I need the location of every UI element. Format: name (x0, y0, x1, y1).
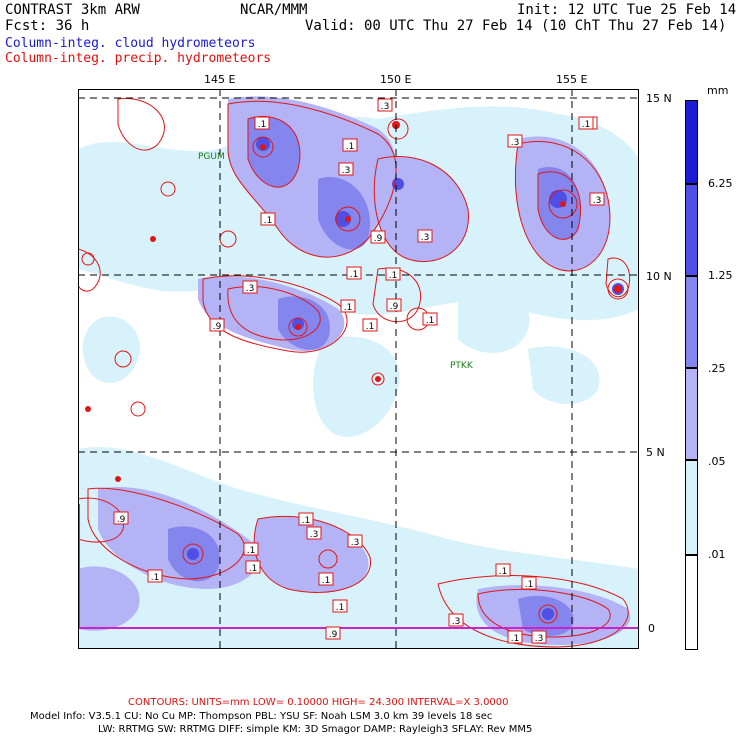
svg-text:.1: .1 (249, 564, 258, 574)
svg-text:.3: .3 (351, 538, 360, 548)
lat-label-0: 0 (648, 622, 655, 635)
lon-label-150: 150 E (380, 73, 412, 86)
forecast-hour: Fcst: 36 h (5, 18, 90, 34)
contour-label-1: .1 (254, 116, 270, 130)
contour-label-19: .1 (298, 512, 314, 526)
svg-text:.1: .1 (344, 303, 353, 313)
svg-text:.1: .1 (336, 603, 345, 613)
svg-text:.1: .1 (582, 120, 591, 130)
contour-label-26: .1 (332, 599, 348, 613)
model-info-physics: LW: RRTMG SW: RRTMG DIFF: simple KM: 3D … (98, 724, 533, 735)
svg-text:.9: .9 (117, 515, 126, 525)
colorbar-swatch-3 (685, 368, 698, 460)
contour-label-12: .9 (209, 318, 225, 332)
contour-info: CONTOURS: UNITS=mm LOW= 0.10000 HIGH= 24… (128, 697, 509, 708)
init-time: Init: 12 UTC Tue 25 Feb 14 (517, 2, 737, 18)
contour-label-28: .1 (521, 576, 537, 590)
colorbar-swatch-1 (685, 184, 698, 276)
contour-label-16: .1 (362, 318, 378, 332)
colorbar-swatch-5 (685, 555, 698, 650)
lat-label-15n: 15 N (646, 92, 672, 105)
colorbar-level-0-25: .25 (708, 362, 726, 375)
svg-text:.3: .3 (535, 634, 544, 644)
contour-label-30: .1 (507, 630, 523, 644)
contour-label-33: .1 (578, 116, 594, 130)
svg-text:.1: .1 (499, 567, 508, 577)
contour-label-11: .3 (242, 280, 258, 294)
svg-text:.3: .3 (511, 138, 520, 148)
place-pgum: PGUM (198, 152, 225, 162)
svg-text:.3: .3 (342, 166, 351, 176)
lon-label-155: 155 E (556, 73, 588, 86)
center-name: NCAR/MMM (240, 2, 308, 18)
colorbar-swatch-0 (685, 100, 698, 184)
colorbar-swatch-2 (685, 276, 698, 368)
contour-label-21: .3 (306, 526, 322, 540)
valid-time: Valid: 00 UTC Thu 27 Feb 14 (10 ChT Thu … (305, 18, 727, 34)
contour-label-15: .1 (340, 299, 356, 313)
svg-text:.1: .1 (511, 634, 520, 644)
colorbar-level-6-25: 6.25 (708, 177, 733, 190)
forecast-map: .3 .1 .1 .3 .1 .3 .9 .3 .1 .3 .1 .3 .9 .9 .1 .1 .1 .1 .9 .1… (78, 89, 639, 649)
field-precip-label: Column-integ. precip. hydrometeors (5, 51, 272, 66)
svg-text:.1: .1 (389, 271, 398, 281)
svg-text:.3: .3 (452, 617, 461, 627)
svg-text:.9: .9 (390, 302, 399, 312)
lat-label-5n: 5 N (646, 446, 665, 459)
svg-text:.9: .9 (374, 234, 383, 244)
svg-text:.1: .1 (302, 516, 311, 526)
contour-label-32: .9 (325, 626, 341, 640)
contour-label-31: .3 (531, 630, 547, 644)
contour-label-7: .3 (417, 229, 433, 243)
svg-text:.9: .9 (329, 630, 338, 640)
contour-label-17: .1 (422, 312, 438, 326)
colorbar-unit: mm (707, 84, 729, 97)
contour-label-27: .1 (495, 563, 511, 577)
place-ptkk: PTKK (450, 361, 473, 371)
model-title: CONTRAST 3km ARW (5, 2, 140, 18)
contour-label-20: .1 (243, 542, 259, 556)
svg-text:.3: .3 (246, 284, 255, 294)
contour-label-2: .1 (342, 138, 358, 152)
contour-label-23: .1 (147, 569, 163, 583)
contour-label-10: .1 (346, 266, 362, 280)
contour-label-25: .1 (318, 572, 334, 586)
colorbar-swatch-4 (685, 460, 698, 555)
svg-text:.1: .1 (151, 573, 160, 583)
svg-text:.1: .1 (350, 270, 359, 280)
svg-text:.1: .1 (258, 120, 267, 130)
contour-label-6: .9 (370, 230, 386, 244)
colorbar-level-1-25: 1.25 (708, 269, 733, 282)
svg-text:.1: .1 (366, 322, 375, 332)
svg-text:.1: .1 (322, 576, 331, 586)
svg-text:.1: .1 (525, 580, 534, 590)
svg-text:.3: .3 (381, 102, 390, 112)
contour-label-18: .9 (113, 511, 129, 525)
svg-text:.3: .3 (310, 530, 319, 540)
contour-label-29: .3 (448, 613, 464, 627)
contour-label-5: .3 (338, 162, 354, 176)
svg-text:.9: .9 (213, 322, 222, 332)
field-cloud-label: Column-integ. cloud hydrometeors (5, 36, 256, 51)
contour-label-14: .1 (385, 267, 401, 281)
svg-text:.1: .1 (426, 316, 435, 326)
contour-label-group: .3 .1 .1 .3 .1 .3 .9 .3 .1 .3 .1 .3 .9 .9 .1 .1 .1 .1 .9 .1… (113, 98, 605, 644)
contour-label-9: .3 (589, 192, 605, 206)
lon-label-145: 145 E (204, 73, 236, 86)
contour-label-13: .9 (386, 298, 402, 312)
model-info: Model Info: V3.5.1 CU: No Cu MP: Thompso… (30, 711, 493, 722)
colorbar-level-0-05: .05 (708, 455, 726, 468)
svg-text:.3: .3 (593, 196, 602, 206)
contour-label-0: .3 (377, 98, 393, 112)
lat-label-10n: 10 N (646, 270, 672, 283)
contour-label-24: .1 (245, 560, 261, 574)
colorbar-level-0-01: .01 (708, 548, 726, 561)
contour-label-3: .3 (507, 134, 523, 148)
svg-text:.1: .1 (346, 142, 355, 152)
contour-label-8: .1 (260, 212, 276, 226)
svg-text:.1: .1 (264, 216, 273, 226)
svg-text:.3: .3 (421, 233, 430, 243)
contour-label-22: .3 (347, 534, 363, 548)
svg-text:.1: .1 (247, 546, 256, 556)
